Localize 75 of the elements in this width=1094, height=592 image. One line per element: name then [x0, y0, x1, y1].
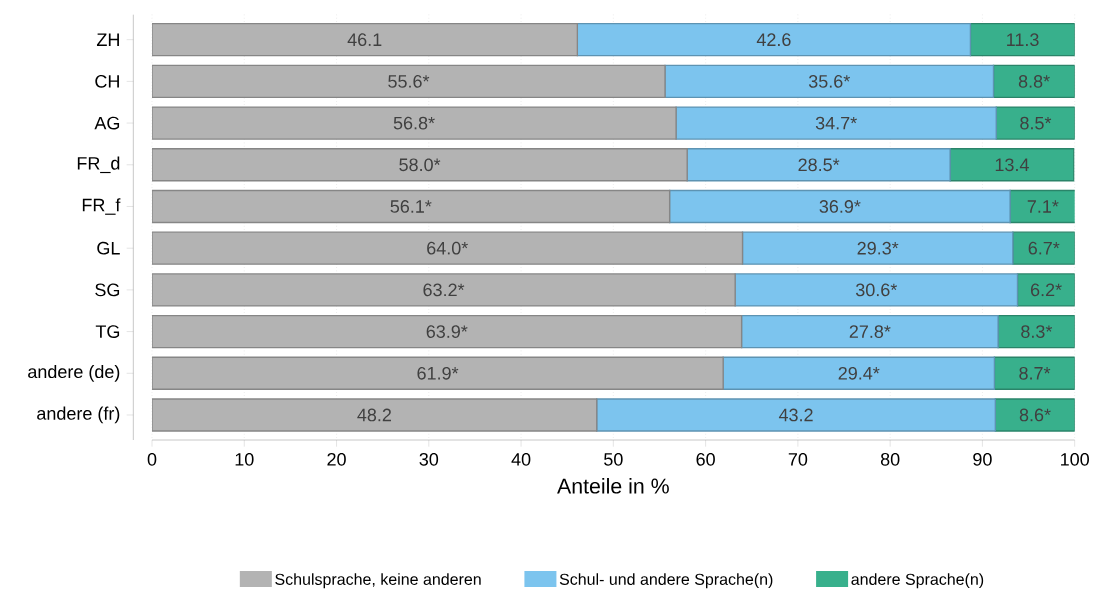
- data-label: 61.9*: [417, 366, 459, 380]
- data-label: 56.8*: [393, 116, 435, 130]
- x-tick-label: 0: [147, 452, 157, 466]
- y-tick-label: CH: [95, 75, 119, 88]
- data-label: 30.6*: [855, 283, 898, 297]
- bar: [1009, 189, 1075, 224]
- x-axis-title: Anteile in %: [557, 477, 669, 494]
- data-label: 28.5*: [798, 158, 840, 172]
- x-tick-label: 10: [235, 452, 254, 466]
- y-tick-label: andere (fr): [37, 406, 120, 424]
- y-tick-label: GL: [97, 241, 120, 255]
- y-tick-label: ZH: [96, 33, 119, 46]
- data-label: 11.3: [1007, 33, 1039, 47]
- bar: [740, 314, 999, 349]
- bar: [576, 23, 972, 57]
- data-label: 13.4: [995, 158, 1029, 172]
- legend-label: andere Sprache(n): [851, 573, 984, 589]
- data-label: 64.0*: [427, 241, 468, 255]
- x-tick-label: 90: [973, 452, 992, 466]
- data-label: 7.1*: [1027, 200, 1059, 213]
- legend-label: Schulsprache, keine anderen: [275, 573, 481, 589]
- x-tick-label: 70: [788, 452, 808, 466]
- data-label: 34.7*: [815, 116, 857, 130]
- y-tick-label: andere (de): [28, 364, 120, 382]
- data-label: 8.6*: [1019, 408, 1051, 422]
- x-tick-label: 100: [1061, 452, 1089, 466]
- bar: [668, 189, 1011, 224]
- bar: [992, 64, 1075, 99]
- data-label: 42.6: [756, 33, 791, 47]
- bar: [1016, 273, 1075, 307]
- data-label: 36.9*: [819, 200, 861, 213]
- data-label: 6.2*: [1030, 283, 1062, 297]
- data-label: 48.2: [357, 408, 391, 422]
- data-label: 43.2: [778, 408, 813, 422]
- bar: [993, 356, 1075, 390]
- data-label: 8.5*: [1020, 116, 1052, 130]
- data-label: 29.4*: [838, 366, 880, 380]
- y-tick-label: FR_d: [77, 156, 120, 174]
- bar: [675, 106, 997, 140]
- bar: [1012, 231, 1075, 265]
- bar: [741, 231, 1014, 265]
- bar: [995, 106, 1075, 140]
- bar: [734, 273, 1019, 307]
- data-label: 56.1*: [390, 200, 432, 213]
- x-tick-label: 60: [696, 452, 715, 466]
- data-label: 29.3*: [857, 241, 899, 255]
- x-tick-label: 40: [511, 452, 531, 466]
- bar: [686, 148, 951, 182]
- data-label: 27.8*: [849, 325, 891, 338]
- data-label: 6.7*: [1028, 241, 1060, 255]
- x-tick-label: 20: [327, 452, 346, 466]
- x-tick-label: 30: [419, 452, 439, 466]
- bar: [722, 356, 996, 390]
- x-tick-label: 80: [880, 452, 900, 466]
- data-label: 35.6*: [808, 75, 850, 88]
- y-tick-label: TG: [95, 325, 120, 338]
- data-label: 63.2*: [423, 283, 465, 297]
- y-tick-label: FR_f: [82, 198, 121, 215]
- bar: [949, 148, 1075, 182]
- data-label: 63.9*: [426, 325, 468, 338]
- y-tick-label: SG: [95, 283, 120, 297]
- bar: [596, 398, 996, 432]
- data-label: 8.3*: [1021, 325, 1053, 338]
- bar: [997, 314, 1075, 349]
- x-tick-label: 50: [604, 452, 623, 466]
- bar: [969, 23, 1075, 57]
- data-label: 8.7*: [1019, 366, 1051, 380]
- bar: [994, 398, 1075, 432]
- y-tick-label: AG: [94, 116, 120, 130]
- bar: [664, 64, 995, 99]
- legend-label: Schul- und andere Sprache(n): [559, 573, 773, 589]
- data-label: 55.6*: [388, 75, 430, 88]
- data-label: 46.1: [347, 33, 382, 47]
- data-label: 8.8*: [1018, 75, 1050, 88]
- data-label: 58.0*: [399, 158, 441, 172]
